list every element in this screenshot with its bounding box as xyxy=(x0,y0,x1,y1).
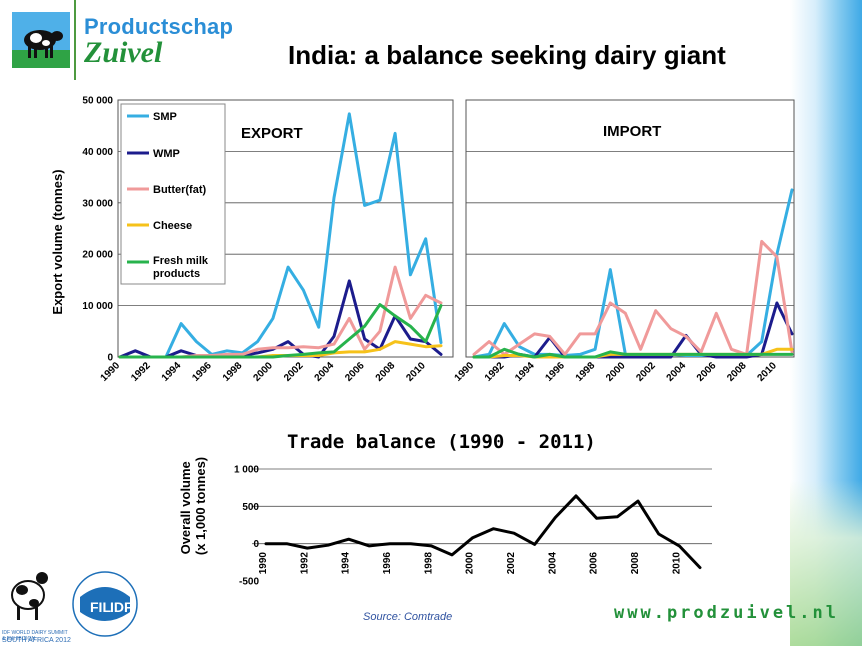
page-title: India: a balance seeking dairy giant xyxy=(288,40,726,70)
fil-label: FIL xyxy=(90,599,111,615)
series-line-smp xyxy=(118,112,443,359)
trade-balance-series-group xyxy=(264,494,702,570)
y-tick-label-500: 500 xyxy=(242,502,259,513)
trade-balance-chart: Trade balance (1990 - 2011) 1 000 500 0 -50… xyxy=(178,431,712,588)
trade-balance-title: Trade balance (1990 - 2011) xyxy=(287,431,596,453)
legend-label-smp: SMP xyxy=(153,111,177,123)
y-tick-label-10-000: 10 000 xyxy=(82,301,113,312)
y-tick-label-0: 0 xyxy=(107,353,113,364)
x-tick-label-2004: 2004 xyxy=(665,360,689,384)
trade-balance-y-ticks: 1 000 500 0 -500 xyxy=(234,465,259,588)
x-tick-label-1994: 1994 xyxy=(513,360,537,384)
x-tick-label-1990: 1990 xyxy=(99,360,123,384)
legend-label-butter: Butter(fat) xyxy=(153,184,206,196)
legend-label-fresh: Fresh milk products xyxy=(153,255,211,280)
x-tick-label-1992: 1992 xyxy=(483,360,507,384)
trade-balance-y-label: Overall volume (x 1,000 tonnes) xyxy=(178,457,208,555)
website-url[interactable]: www.prodzuivel.nl xyxy=(614,603,839,623)
import-x-ticks: 1990 1992 1994 1996 1998 2000 2002 2004 2006 2008… xyxy=(453,360,780,384)
source-note: Source: Comtrade xyxy=(363,611,453,623)
x-tick-label-2000: 2000 xyxy=(465,552,476,575)
cow-logo-icon xyxy=(12,12,70,68)
y-tick-label-0: 0 xyxy=(253,539,259,550)
x-tick-label-2008: 2008 xyxy=(374,360,398,384)
x-tick-label-1998: 1998 xyxy=(221,360,245,384)
export-legend-frame xyxy=(120,103,226,285)
y-tick-label-30-000: 30 000 xyxy=(82,198,113,209)
x-tick-label-1998: 1998 xyxy=(574,360,598,384)
series-line-fresh-milk-products xyxy=(472,347,794,359)
x-tick-label-1994: 1994 xyxy=(341,552,352,575)
export-x-ticks: 1990 1992 1994 1996 1998 2000 2002 2004 2006 2008… xyxy=(99,360,429,384)
x-tick-label-2006: 2006 xyxy=(343,360,367,384)
brand-name-line2: Zuivel xyxy=(84,36,163,69)
x-tick-label-2002: 2002 xyxy=(506,552,517,575)
x-tick-label-1994: 1994 xyxy=(160,360,184,384)
x-tick-label-2002: 2002 xyxy=(282,360,306,384)
export-legend: SMP WMP Butter(fat) Cheese Fresh milk pr… xyxy=(120,103,226,285)
export-series-group xyxy=(118,112,443,359)
x-tick-label-1996: 1996 xyxy=(382,552,393,575)
series-line-butter-fat xyxy=(472,239,794,356)
series-line-wmp xyxy=(118,279,443,359)
idf-label: IDF xyxy=(110,599,133,615)
y-tick-label-1-000: 1 000 xyxy=(234,465,259,476)
y-tick-label-20-000: 20 000 xyxy=(82,250,113,261)
y-tick-label-500: -500 xyxy=(239,577,259,588)
x-tick-label-2010: 2010 xyxy=(404,360,428,384)
x-tick-label-2008: 2008 xyxy=(725,360,749,384)
fil-idf-logo-icon: FIL IDF xyxy=(72,571,138,637)
legend-label-cheese: Cheese xyxy=(153,220,192,232)
summit-small-text: IDF WORLD DAIRY SUMMIT & EXHIBITION xyxy=(2,630,68,642)
summit-cow-logo-icon xyxy=(11,572,48,620)
export-chart: EXPORT SMP WMP Butter(fat) Cheese Fresh … xyxy=(82,96,454,384)
x-tick-label-1992: 1992 xyxy=(129,360,153,384)
logo-divider xyxy=(74,0,76,80)
x-tick-label-2008: 2008 xyxy=(630,552,641,575)
y-tick-label-50-000: 50 000 xyxy=(82,96,113,107)
summit-big-text: SOUTH AFRICA 2012 xyxy=(2,637,71,644)
decorative-gradient-strip-green xyxy=(790,480,862,646)
x-tick-label-2000: 2000 xyxy=(251,360,275,384)
import-panel-title: IMPORT xyxy=(603,123,661,140)
x-tick-label-1998: 1998 xyxy=(423,552,434,575)
x-tick-label-2006: 2006 xyxy=(695,360,719,384)
import-chart: IMPORT 1990 1992 1994 1996 1998 2000 2002 2004 2… xyxy=(453,99,795,384)
series-line-balance xyxy=(264,494,702,570)
import-gridlines xyxy=(466,150,794,307)
x-tick-label-1990: 1990 xyxy=(258,552,269,575)
x-tick-label-2010: 2010 xyxy=(755,360,779,384)
import-series-group xyxy=(472,188,794,359)
brand-name-line1: Productschap xyxy=(84,14,234,39)
x-tick-label-1996: 1996 xyxy=(190,360,214,384)
x-tick-label-2010: 2010 xyxy=(671,552,682,575)
shared-y-axis-label: Export volume (tonnes) xyxy=(50,169,65,314)
x-tick-label-1996: 1996 xyxy=(543,360,567,384)
export-panel-title: EXPORT xyxy=(241,125,303,142)
export-y-ticks: 50 000 40 000 30 000 20 000 10 000 0 xyxy=(82,96,113,364)
x-tick-label-2004: 2004 xyxy=(547,552,558,575)
x-tick-label-1990: 1990 xyxy=(453,360,477,384)
cow-icon xyxy=(24,30,63,58)
x-tick-label-2004: 2004 xyxy=(313,360,337,384)
x-tick-label-2002: 2002 xyxy=(634,360,658,384)
x-tick-label-2006: 2006 xyxy=(589,552,600,575)
y-tick-label-40-000: 40 000 xyxy=(82,147,113,158)
import-plot-frame xyxy=(465,99,795,358)
logo-grass xyxy=(12,50,70,68)
trade-balance-x-ticks: 1990 1992 1994 1996 1998 2000 2002 2004 2006 2008… xyxy=(258,552,682,575)
x-tick-label-1992: 1992 xyxy=(299,552,310,575)
x-tick-label-2000: 2000 xyxy=(604,360,628,384)
legend-label-wmp: WMP xyxy=(153,148,180,160)
series-line-fresh-milk-products xyxy=(118,303,443,359)
